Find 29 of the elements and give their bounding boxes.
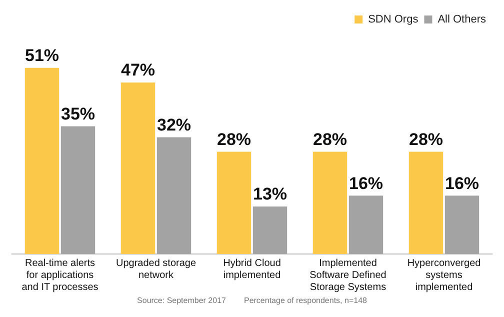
data-label: 16% xyxy=(444,174,480,193)
data-label: 35% xyxy=(60,104,96,124)
data-label: 13% xyxy=(252,184,288,204)
text: Percentage of respondents, n=148 xyxy=(244,296,367,305)
bar xyxy=(252,206,288,254)
x-tick-label: Hyperconverged systems implemented xyxy=(407,258,481,293)
data-label: 51% xyxy=(24,46,60,66)
x-tick-label: Implemented Software Defined Storage Systems xyxy=(310,258,386,293)
bar xyxy=(312,152,348,254)
source-note: Source: September 2017 xyxy=(137,296,226,305)
data-label: 28% xyxy=(216,130,252,149)
x-tick-label: Hybrid Cloud implemented xyxy=(223,258,281,281)
data-label: 47% xyxy=(120,60,156,80)
data-label: 32% xyxy=(156,115,192,134)
bar xyxy=(60,126,96,254)
bar xyxy=(156,137,192,254)
bar xyxy=(408,152,444,254)
bar xyxy=(216,152,252,254)
bar xyxy=(444,196,480,254)
data-label: 16% xyxy=(348,174,384,193)
legend-label: SDN Orgs xyxy=(368,14,419,26)
x-tick-label: Real-time alerts for applications and IT processes xyxy=(22,258,98,293)
x-tick-label: Upgraded storage network xyxy=(116,258,196,281)
data-label: 28% xyxy=(312,130,348,149)
data-label: 28% xyxy=(408,130,444,149)
bar xyxy=(120,82,156,254)
legend-label: All Others xyxy=(438,14,486,26)
bar xyxy=(348,196,384,254)
bar xyxy=(24,68,60,254)
